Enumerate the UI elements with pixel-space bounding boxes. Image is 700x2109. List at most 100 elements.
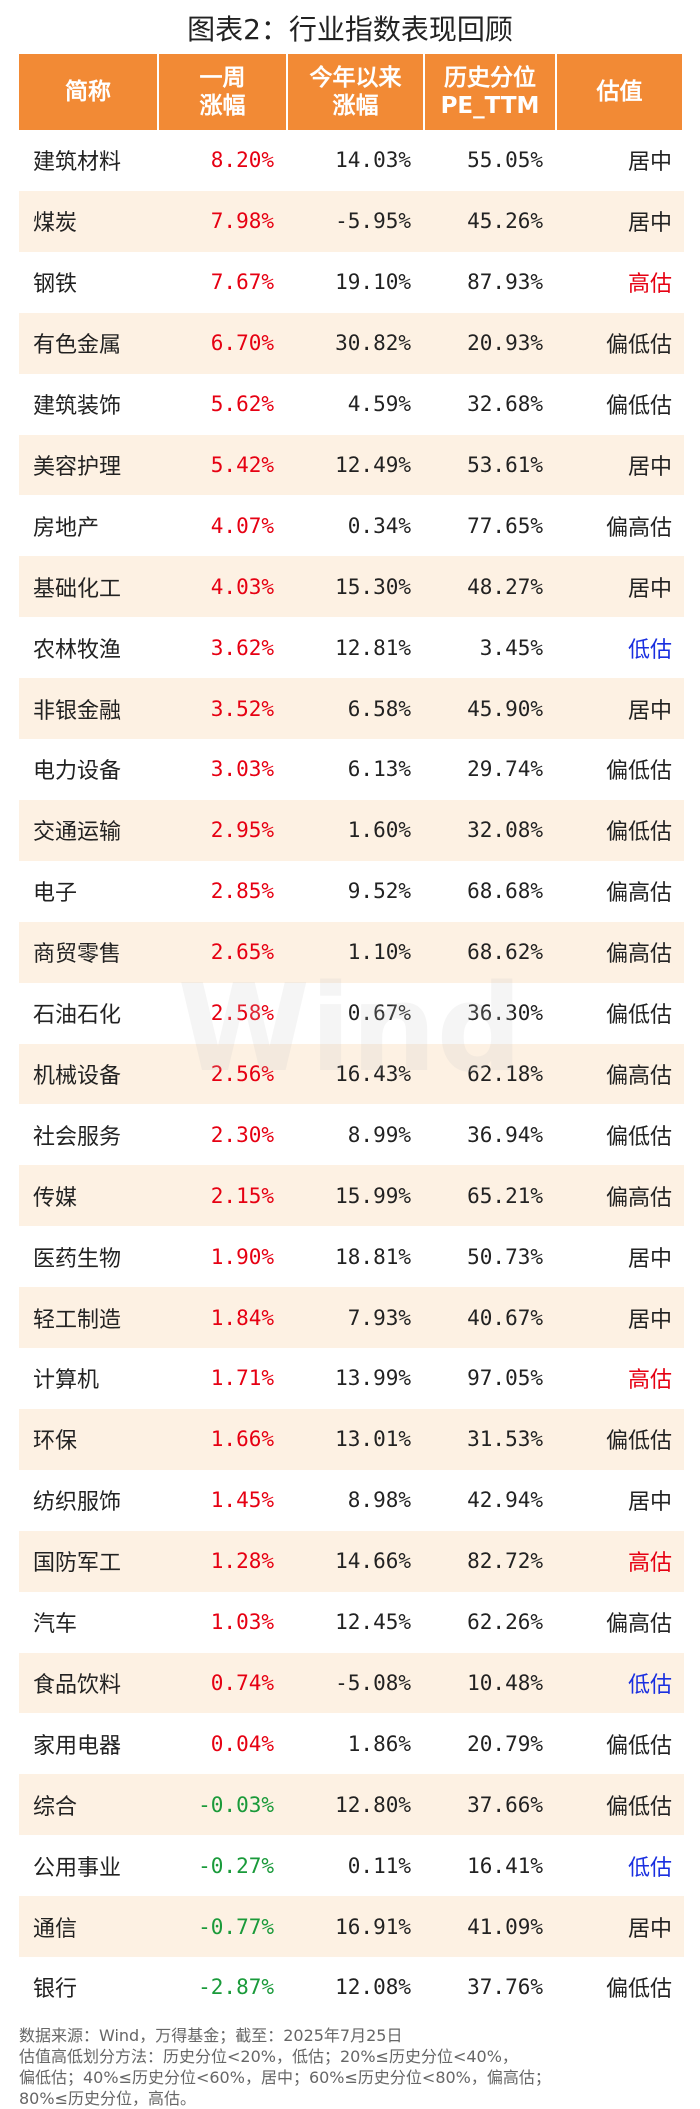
table-cell: 传媒 xyxy=(33,1185,78,1211)
row-bg xyxy=(19,1652,684,1714)
footer-line: 数据来源：Wind，万得基金；截至：2025年7月25日 xyxy=(19,2025,403,2045)
table-cell: 41.09% xyxy=(467,1914,543,1939)
row-bg xyxy=(19,1530,684,1592)
table-cell: 10.48% xyxy=(467,1670,543,1695)
table-cell: -0.77% xyxy=(198,1914,274,1939)
table-cell: 45.90% xyxy=(467,696,543,721)
table-cell: -5.95% xyxy=(335,209,411,234)
table-cell: 20.79% xyxy=(467,1731,543,1756)
table-cell: 农林牧渔 xyxy=(33,637,122,663)
table-cell: 偏低估 xyxy=(605,1429,672,1455)
table-cell: 19.10% xyxy=(335,270,411,295)
table-cell: 77.65% xyxy=(467,513,543,538)
table-cell: 国防军工 xyxy=(33,1551,122,1577)
table-cell: 低估 xyxy=(627,637,672,663)
header-text: 涨幅 xyxy=(332,93,379,119)
table-cell: -2.87% xyxy=(198,1975,274,2000)
table-cell: 9.52% xyxy=(347,879,411,904)
table-cell: 居中 xyxy=(627,1307,672,1333)
table-cell: -0.27% xyxy=(198,1853,274,1878)
header-cell: 简称 xyxy=(19,54,159,130)
table-cell: 13.01% xyxy=(335,1427,411,1452)
watermark: Wind xyxy=(177,960,523,1099)
table-cell: 银行 xyxy=(33,1977,78,2003)
table-cell: 7.67% xyxy=(210,270,274,295)
table-cell: 环保 xyxy=(33,1429,78,1455)
table-cell: 居中 xyxy=(627,454,672,480)
table-cell: 房地产 xyxy=(33,515,100,541)
header-cell: 估值 xyxy=(557,54,684,130)
header-text: PE_TTM xyxy=(440,93,540,119)
table-cell: 轻工制造 xyxy=(33,1307,122,1333)
table-cell: 煤炭 xyxy=(33,211,78,237)
table-cell: 居中 xyxy=(627,1916,672,1942)
table-cell: 建筑装饰 xyxy=(33,394,122,420)
table-cell: 偏高估 xyxy=(605,1185,672,1211)
table-cell: 45.26% xyxy=(467,209,543,234)
footer-line: 80%≤历史分位，高估。 xyxy=(19,2088,196,2108)
table-cell: 0.34% xyxy=(347,513,411,538)
table-cell: 居中 xyxy=(627,576,672,602)
table-cell: 低估 xyxy=(627,1672,672,1698)
table-cell: 建筑材料 xyxy=(33,150,122,176)
table-cell: 16.41% xyxy=(467,1853,543,1878)
table-cell: 37.76% xyxy=(467,1975,543,2000)
table-cell: 1.28% xyxy=(210,1549,274,1574)
row-bg xyxy=(19,190,684,252)
table-cell: 1.45% xyxy=(210,1488,274,1513)
table-cell: 交通运输 xyxy=(33,820,122,846)
table-cell: 计算机 xyxy=(33,1368,100,1394)
row-bg xyxy=(19,1104,684,1166)
table-cell: 18.81% xyxy=(335,1244,411,1269)
row-bg xyxy=(19,1226,684,1288)
table-cell: 62.26% xyxy=(467,1610,543,1635)
table-cell: 32.68% xyxy=(467,392,543,417)
table-cell: 2.85% xyxy=(210,879,274,904)
table-cell: 高估 xyxy=(627,1368,672,1394)
table-cell: 5.42% xyxy=(210,452,274,477)
table-cell: 社会服务 xyxy=(33,1124,122,1150)
table-cell: 有色金属 xyxy=(33,333,122,359)
table-cell: 1.86% xyxy=(347,1731,411,1756)
table-cell: 4.07% xyxy=(210,513,274,538)
table-cell: 1.90% xyxy=(210,1244,274,1269)
row-bg xyxy=(19,799,684,861)
table-cell: 0.04% xyxy=(210,1731,274,1756)
row-bg xyxy=(19,1287,684,1348)
table-cell: 13.99% xyxy=(335,1366,411,1391)
table-cell: 40.67% xyxy=(467,1305,543,1330)
table-cell: 商贸零售 xyxy=(33,942,122,968)
row-bg xyxy=(19,434,684,496)
row-bg xyxy=(19,982,684,1044)
table-cell: -0.03% xyxy=(198,1792,274,1817)
table-cell: 12.49% xyxy=(335,452,411,477)
header-text: 一周 xyxy=(199,65,246,91)
table-cell: 12.80% xyxy=(335,1792,411,1817)
table-cell: 0.67% xyxy=(347,1001,411,1026)
table-cell: 家用电器 xyxy=(33,1733,122,1759)
table-cell: 综合 xyxy=(33,1794,78,1820)
row-bg xyxy=(19,130,684,191)
row-bg xyxy=(19,617,684,679)
table-cell: 2.58% xyxy=(210,1001,274,1026)
table-cell: 1.10% xyxy=(347,940,411,965)
title: 图表2：行业指数表现回顾 xyxy=(187,13,513,46)
table-cell: 偏低估 xyxy=(605,1003,672,1029)
table-cell: 6.13% xyxy=(347,757,411,782)
table-cell: 8.20% xyxy=(210,148,274,173)
table-cell: 55.05% xyxy=(467,148,543,173)
header-text: 估值 xyxy=(596,79,643,105)
table-cell: 2.15% xyxy=(210,1183,274,1208)
row-bg xyxy=(19,495,684,557)
table-cell: 居中 xyxy=(627,211,672,237)
table-cell: 4.59% xyxy=(347,392,411,417)
header-cell: 历史分位 PE_TTM xyxy=(425,54,557,130)
table-cell: -5.08% xyxy=(335,1670,411,1695)
footer-line: 估值高低划分方法：历史分位<20%，低估；20%≤历史分位<40%， xyxy=(19,2046,518,2066)
table-cell: 12.45% xyxy=(335,1610,411,1635)
table-cell: 0.11% xyxy=(347,1853,411,1878)
table-cell: 居中 xyxy=(627,1246,672,1272)
table-cell: 97.05% xyxy=(467,1366,543,1391)
table-cell: 36.30% xyxy=(467,1001,543,1026)
table-cell: 12.81% xyxy=(335,635,411,660)
